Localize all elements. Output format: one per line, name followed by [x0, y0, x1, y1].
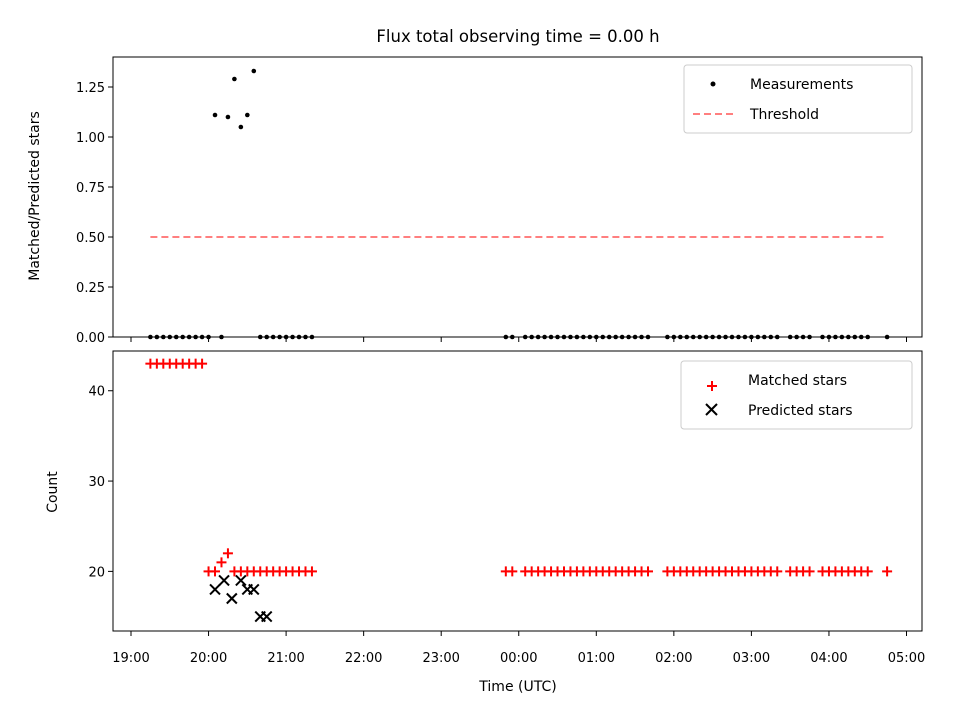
bottom-y-axis-label: Count [45, 471, 61, 513]
bottom-y-tick-label-2: 40 [88, 385, 105, 400]
x-tick-label-3: 22:00 [345, 651, 382, 666]
top-y-tick-label-2: 0.50 [76, 231, 105, 246]
matched-star-point [862, 566, 873, 577]
x-tick-label-10: 05:00 [888, 651, 925, 666]
matched-star-point [197, 358, 208, 369]
legend-predicted-label: Predicted stars [748, 403, 853, 419]
measurement-point [212, 112, 218, 118]
predicted-star-point [218, 574, 230, 587]
x-tick-label-7: 02:00 [655, 651, 692, 666]
matched-star-point [507, 566, 518, 577]
top-plot-frame [112, 56, 923, 338]
matched-star-point [804, 566, 815, 577]
bottom-plot-frame [112, 350, 923, 632]
measurement-point [245, 112, 250, 118]
top-y-tick-label-5: 1.25 [76, 81, 105, 96]
bottom-legend-box [680, 360, 913, 430]
bottom-x-ticks: 19:00 20:00 21:00 22:00 23:00 00:00 01:00 02:00… [112, 631, 925, 666]
top-y-tick-label-4: 1.00 [76, 131, 105, 146]
matched-star-point [210, 566, 221, 577]
matched-star-point [216, 557, 227, 568]
matched-star-point [222, 548, 233, 559]
x-tick-label-8: 03:00 [733, 651, 770, 666]
bottom-y-tick-label-0: 20 [88, 565, 105, 580]
measurement-point [251, 68, 257, 74]
star-count-panel: 20 30 40 19:00 20:00 21:00 22:00 23:00 00:00 01:… [45, 350, 925, 695]
legend-measurements-marker [710, 81, 716, 87]
top-y-tick-label-3: 0.75 [76, 181, 105, 196]
top-y-tick-label-0: 0.00 [76, 331, 105, 346]
legend-matched-marker [707, 381, 717, 391]
top-legend-box [683, 64, 913, 134]
bottom-legend: Matched stars Predicted stars [680, 360, 913, 430]
bottom-plot-area [145, 358, 893, 623]
x-tick-label-6: 01:00 [578, 651, 615, 666]
legend-measurements-label: Measurements [750, 77, 853, 93]
top-y-ticks: 0.00 0.25 0.50 0.75 1.00 1.25 [76, 81, 113, 346]
measurement-point [225, 114, 231, 120]
x-axis-label: Time (UTC) [478, 679, 556, 695]
legend-threshold-label: Threshold [749, 107, 819, 123]
x-tick-label-4: 23:00 [422, 651, 459, 666]
matched-star-point [882, 566, 893, 577]
x-tick-label-9: 04:00 [810, 651, 847, 666]
legend-predicted-marker [705, 403, 718, 416]
matched-star-point [772, 566, 783, 577]
x-tick-label-2: 21:00 [267, 651, 304, 666]
top-legend: Measurements Threshold [683, 64, 913, 134]
matched-star-point [643, 566, 653, 577]
measurement-point [238, 124, 244, 130]
legend-matched-label: Matched stars [748, 373, 847, 389]
measurement-point [232, 76, 237, 82]
predicted-star-point [261, 610, 273, 623]
flux-ratio-panel: Flux total observing time = 0.00 h 0.000… [27, 27, 923, 346]
x-tick-label-5: 00:00 [500, 651, 537, 666]
bottom-y-tick-label-1: 30 [88, 475, 105, 490]
x-tick-label-1: 20:00 [190, 651, 227, 666]
predicted-star-point [248, 583, 260, 596]
top-y-axis-label: Matched/Predicted stars [27, 111, 43, 281]
predicted-star-point [209, 583, 221, 596]
top-y-tick-label-1: 0.25 [76, 281, 105, 296]
x-tick-label-0: 19:00 [112, 651, 149, 666]
predicted-star-point [235, 574, 247, 587]
matched-star-point [306, 566, 317, 577]
predicted-star-point [226, 592, 238, 605]
bottom-y-ticks: 20 30 40 [88, 385, 113, 580]
chart-title: Flux total observing time = 0.00 h [376, 27, 659, 46]
